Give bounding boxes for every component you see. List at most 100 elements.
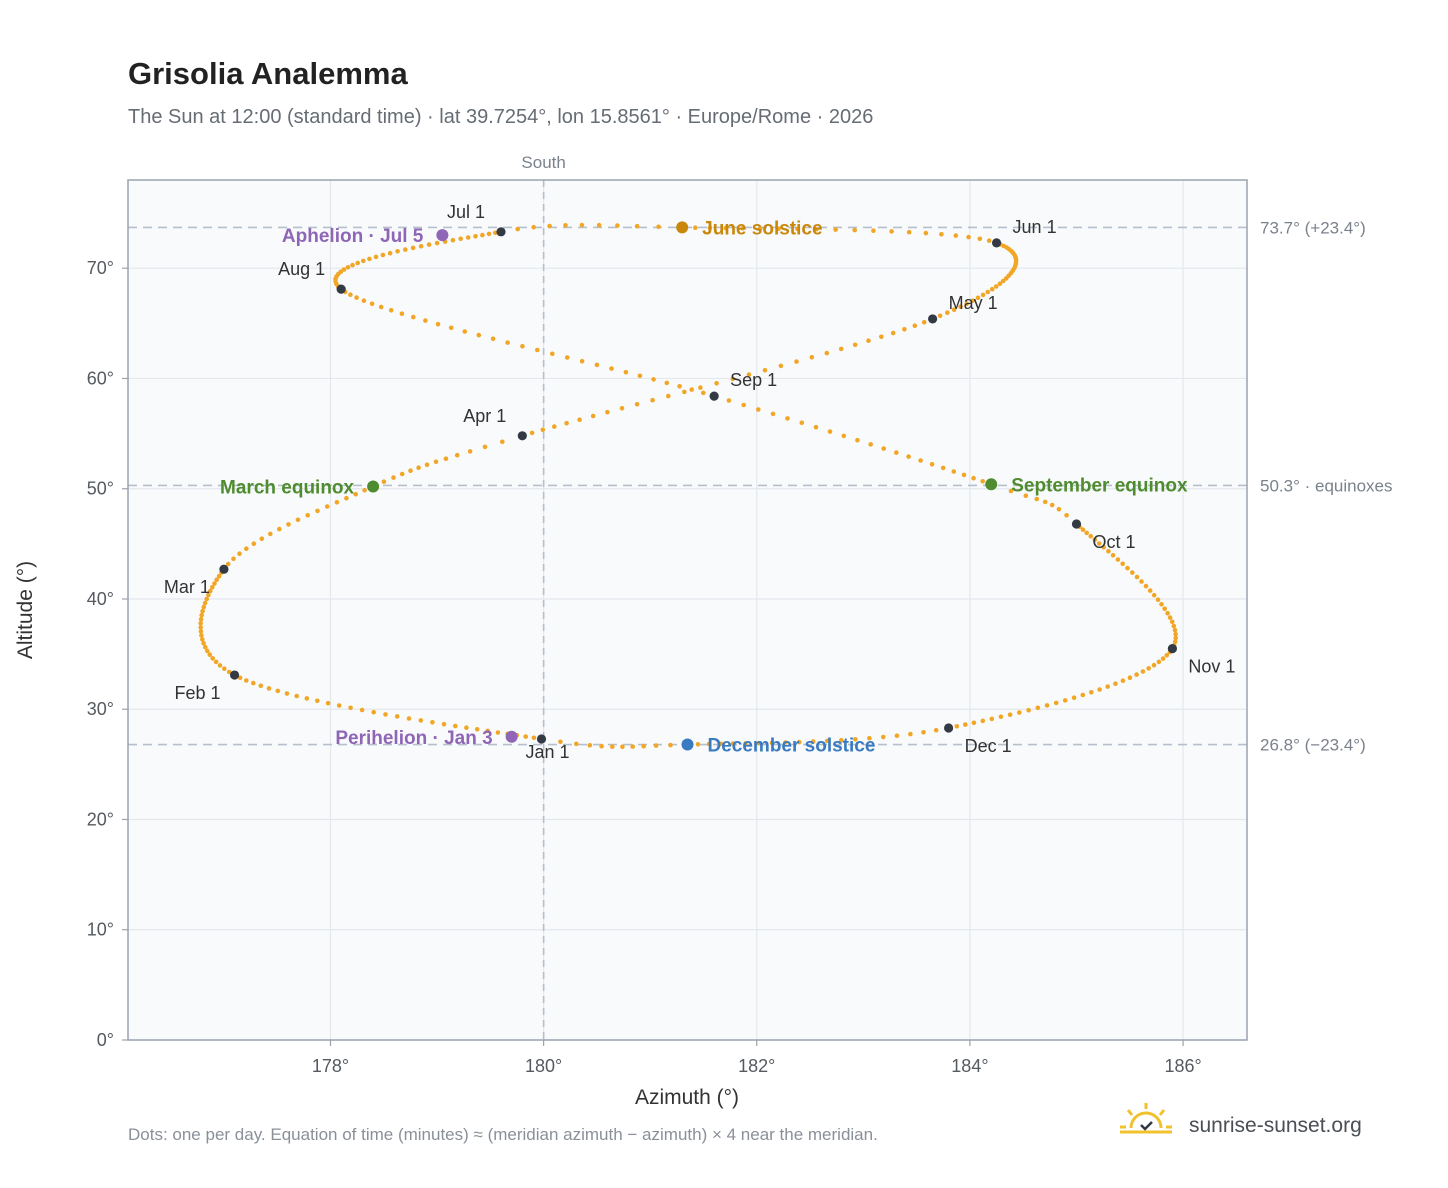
- daily-sun-dot: [964, 301, 969, 307]
- daily-sun-dot: [619, 406, 625, 411]
- daily-sun-dot: [770, 411, 776, 417]
- daily-sun-dot: [378, 304, 384, 310]
- daily-sun-dot: [531, 224, 536, 230]
- month-label: Oct 1: [1092, 532, 1135, 552]
- daily-sun-dot: [894, 450, 899, 455]
- daily-sun-dot: [341, 267, 347, 272]
- daily-sun-dot: [473, 234, 478, 239]
- daily-sun-dot: [906, 454, 911, 459]
- daily-sun-dot: [1026, 707, 1031, 713]
- daily-sun-dot: [474, 727, 480, 732]
- daily-sun-dot: [706, 741, 712, 747]
- daily-sun-dot: [906, 229, 912, 235]
- x-tick-label: 180°: [525, 1056, 562, 1076]
- y-tick-label: 0°: [97, 1030, 114, 1050]
- daily-sun-dot: [1080, 527, 1086, 532]
- daily-sun-dot: [726, 398, 732, 403]
- event-label: June solstice: [702, 218, 822, 239]
- daily-sun-dot: [467, 449, 473, 454]
- daily-sun-dot: [304, 696, 310, 701]
- daily-sun-dot: [355, 260, 361, 266]
- daily-sun-dot: [1035, 705, 1041, 711]
- y-tick-label: 10°: [87, 920, 114, 940]
- daily-sun-dot: [1062, 698, 1068, 703]
- daily-sun-dot: [796, 739, 802, 745]
- daily-sun-dot: [1164, 653, 1170, 658]
- daily-sun-dot: [485, 728, 491, 734]
- daily-sun-dot: [1173, 631, 1178, 637]
- month-label: Sep 1: [730, 370, 777, 390]
- daily-sun-dot: [579, 222, 585, 228]
- daily-sun-dot: [486, 231, 492, 237]
- month-marker: [536, 734, 547, 744]
- daily-sun-dot: [529, 430, 535, 436]
- daily-sun-dot: [198, 629, 204, 634]
- daily-sun-dot: [824, 738, 830, 744]
- daily-sun-dot: [205, 648, 210, 654]
- daily-sun-dot: [939, 232, 944, 237]
- month-marker: [1071, 519, 1082, 529]
- daily-sun-dot: [853, 737, 858, 742]
- daily-sun-dot: [251, 541, 257, 546]
- daily-sun-dot: [1080, 692, 1086, 698]
- daily-sun-dot: [203, 644, 208, 650]
- month-marker: [944, 723, 954, 733]
- daily-sun-dot: [666, 393, 671, 399]
- daily-sun-dot: [490, 336, 496, 342]
- y-tick-label: 30°: [87, 699, 114, 719]
- daily-sun-dot: [707, 225, 713, 231]
- daily-sun-dot: [756, 407, 761, 412]
- daily-sun-dot: [558, 739, 563, 745]
- daily-sun-dot: [383, 712, 388, 717]
- daily-sun-dot: [361, 298, 367, 304]
- daily-sun-dot: [1106, 548, 1111, 554]
- daily-sun-dot: [1159, 602, 1164, 607]
- daily-sun-dot: [199, 612, 204, 618]
- daily-sun-dot: [387, 250, 393, 256]
- daily-sun-dot: [1044, 703, 1050, 708]
- daily-sun-dot: [348, 292, 353, 298]
- daily-sun-dot: [505, 340, 510, 345]
- month-marker: [1167, 643, 1177, 654]
- daily-sun-dot: [1101, 545, 1106, 550]
- daily-sun-dot: [237, 551, 242, 556]
- daily-sun-dot: [336, 703, 342, 708]
- daily-sun-dot: [1092, 537, 1098, 543]
- event-label: Aphelion · Jul 5: [282, 226, 424, 247]
- daily-sun-dot: [344, 495, 349, 501]
- daily-sun-dot: [1147, 588, 1153, 593]
- daily-sun-dot: [462, 329, 468, 334]
- daily-sun-dot: [605, 409, 610, 415]
- daily-sun-dot: [656, 224, 661, 230]
- event-markers: June solstice December solstice March equi…: [220, 218, 1188, 756]
- daily-sun-dot: [564, 355, 570, 360]
- x-tick-label: 182°: [738, 1056, 775, 1076]
- daily-sun-dot: [723, 225, 728, 231]
- daily-sun-dot: [933, 727, 939, 733]
- daily-sun-dot: [1056, 506, 1062, 512]
- daily-sun-dot: [966, 234, 971, 240]
- daily-sun-dot: [776, 226, 781, 231]
- month-label: Mar 1: [164, 577, 210, 597]
- daily-sun-dot: [423, 318, 428, 323]
- daily-sun-dot: [1169, 619, 1175, 625]
- daily-sun-dot: [435, 321, 441, 327]
- y-tick-label: 40°: [87, 589, 114, 609]
- daily-sun-dot: [201, 604, 207, 610]
- daily-sun-dot: [231, 556, 236, 562]
- daily-sun-dot: [945, 310, 950, 316]
- daily-sun-dot: [1162, 606, 1167, 612]
- daily-sun-dot: [762, 367, 768, 373]
- daily-sun-dot: [923, 230, 929, 236]
- daily-sun-dot: [714, 381, 719, 386]
- brand-logo[interactable]: sunrise-sunset.org: [1120, 1103, 1362, 1137]
- daily-sun-dot: [210, 656, 215, 661]
- daily-sun-dot: [718, 741, 724, 747]
- daily-sun-dot: [641, 743, 646, 749]
- daily-sun-dot: [225, 561, 231, 567]
- daily-sun-dot: [867, 735, 872, 741]
- daily-sun-dot: [535, 347, 540, 353]
- daily-sun-dot: [540, 427, 546, 433]
- daily-sun-dot: [1113, 681, 1118, 686]
